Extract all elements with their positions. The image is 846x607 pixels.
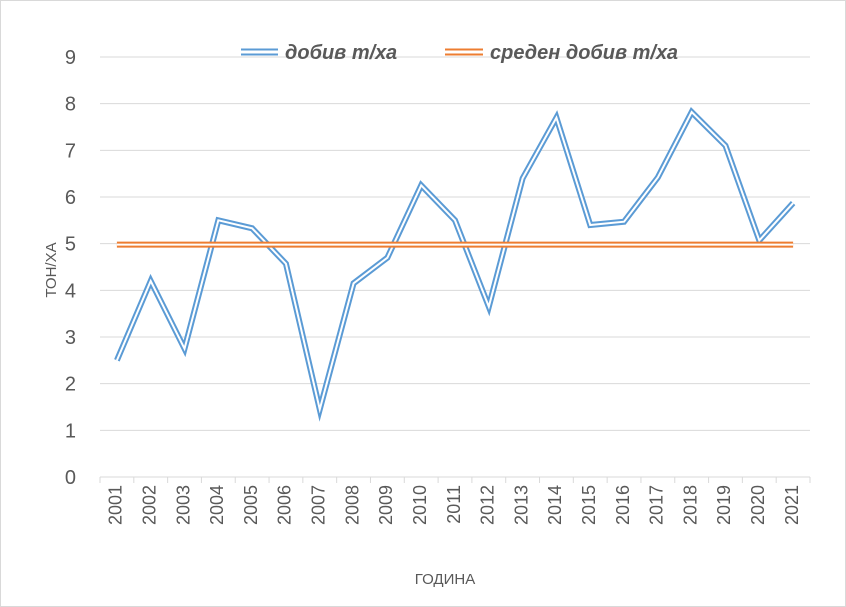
y-tick-label: 8	[65, 94, 76, 116]
gridlines	[100, 56, 810, 431]
x-tick-label: 2005	[241, 485, 261, 525]
y-tick-label: 3	[65, 327, 76, 349]
y-tick-label: 4	[65, 280, 76, 302]
x-tick-label: 2008	[342, 485, 362, 525]
legend-item-average-yield: среден добив т/ха	[445, 42, 678, 64]
y-tick-label: 1	[65, 420, 76, 442]
y-tick-label: 5	[65, 234, 76, 256]
x-tick-label: 2014	[545, 485, 565, 525]
legend-label-average-yield: среден добив т/ха	[490, 42, 678, 64]
x-tick-label: 2007	[309, 485, 329, 525]
x-tick-label: 2020	[748, 485, 768, 525]
series-line-yield-outer	[114, 107, 796, 422]
y-tick-label: 2	[65, 374, 76, 396]
legend-item-yield: добив т/ха	[241, 42, 397, 64]
x-tick-label: 2019	[714, 485, 734, 525]
legend-label-yield: добив т/ха	[285, 42, 397, 64]
series-lines	[114, 107, 796, 422]
y-tick-label: 9	[65, 47, 76, 69]
y-axis-title: ТОН/ХА	[43, 242, 60, 297]
y-tick-label: 7	[65, 140, 76, 162]
legend: добив т/ха среден добив т/ха	[241, 42, 678, 64]
x-tick-label: 2017	[647, 485, 667, 525]
x-tick-label: 2002	[139, 485, 159, 525]
x-tick-label: 2006	[275, 485, 295, 525]
x-tick-label: 2021	[782, 485, 802, 525]
series-line-yield-inner	[115, 110, 794, 414]
x-tick-label: 2016	[613, 485, 633, 525]
tick-labels: 0 1 2 3 4 5 6 7 8 9 2001 2002 2003 2004 2005 2006 2007 20…	[65, 47, 802, 525]
x-tick-label: 2001	[106, 485, 126, 525]
x-tick-label: 2013	[511, 485, 531, 525]
y-tick-label: 6	[65, 187, 76, 209]
axes	[99, 476, 811, 483]
y-tick-label: 0	[65, 467, 76, 489]
x-tick-label: 2012	[478, 485, 498, 525]
x-axis-title: ГОДИНА	[415, 571, 475, 588]
x-tick-label: 2009	[376, 485, 396, 525]
x-tick-label: 2011	[444, 485, 464, 524]
x-tick-label: 2010	[410, 485, 430, 525]
x-tick-label: 2015	[579, 485, 599, 525]
x-tick-label: 2004	[207, 485, 227, 525]
x-tick-label: 2018	[680, 485, 700, 525]
x-tick-label: 2003	[173, 485, 193, 525]
